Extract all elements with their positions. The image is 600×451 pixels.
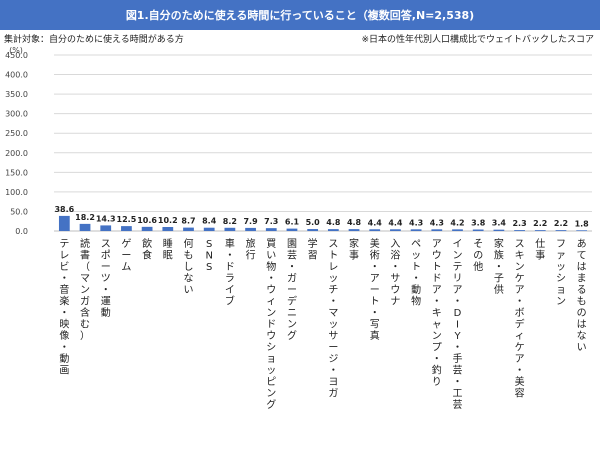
x-category-label: 買い物・ウィンドウショッピング xyxy=(266,238,276,411)
x-category-label: その他 xyxy=(473,238,483,273)
data-label: 18.2 xyxy=(75,213,95,222)
data-label: 6.1 xyxy=(285,218,300,227)
x-category-label: あてはまるものはない xyxy=(577,238,587,354)
data-label: 4.4 xyxy=(368,218,383,227)
bar xyxy=(348,229,360,231)
bar xyxy=(576,230,588,231)
x-category-label: テレビ・音楽・映像・動画 xyxy=(59,239,69,377)
bar xyxy=(162,227,174,231)
x-category-label: 入浴・サウナ xyxy=(390,239,400,308)
x-category-label: インテリア・ D I Y ・手芸・工芸 xyxy=(453,239,463,411)
y-tick-label: 350.0 xyxy=(5,90,28,99)
data-label: 1.8 xyxy=(575,219,590,228)
bar xyxy=(141,226,153,231)
y-axis-unit: (%) xyxy=(9,46,23,55)
y-tick-label: 150.0 xyxy=(5,168,28,177)
y-tick-label: 450.0 xyxy=(5,51,28,60)
x-category-label: 家事 xyxy=(349,237,359,262)
bar xyxy=(307,229,319,231)
data-label: 7.3 xyxy=(264,217,278,226)
x-category-label: 読書（マンガ含む） xyxy=(80,237,90,342)
data-label: 3.8 xyxy=(471,219,486,228)
bar xyxy=(286,228,298,231)
bar xyxy=(390,229,401,231)
bar xyxy=(410,229,422,231)
data-label: 4.3 xyxy=(409,218,423,227)
bar xyxy=(121,226,132,231)
y-tick-label: 300.0 xyxy=(5,110,28,119)
bar xyxy=(514,230,525,231)
x-category-label: 仕事 xyxy=(535,237,545,262)
data-label: 3.4 xyxy=(492,219,507,228)
x-category-label: 何もしない xyxy=(184,237,194,296)
x-category-label: 車・ドライブ xyxy=(225,237,235,308)
x-category-label: ゲーム xyxy=(121,238,131,273)
weight-note: ※日本の性年代別人口構成比でウェイトバックしたスコア xyxy=(361,35,594,45)
y-tick-label: 50.0 xyxy=(10,207,28,216)
y-tick-label: 200.0 xyxy=(5,149,28,158)
bar xyxy=(369,229,381,231)
chart-title: 図1.自分のために使える時間に行っていること（複数回答,N=2,538) xyxy=(0,0,600,30)
bar xyxy=(534,230,546,231)
data-label: 2.2 xyxy=(554,219,568,228)
bar xyxy=(183,227,194,231)
data-label: 4.4 xyxy=(388,218,403,227)
x-category-label: 睡眠 xyxy=(163,237,173,262)
y-tick-label: 100.0 xyxy=(5,188,28,197)
bar xyxy=(452,229,463,231)
data-label: 8.4 xyxy=(202,217,217,226)
x-category-label: 旅行 xyxy=(246,237,256,262)
x-category-label: ファッション xyxy=(556,239,566,308)
data-label: 12.5 xyxy=(117,215,137,224)
data-label: 8.7 xyxy=(181,217,195,226)
y-tick-label: 0.0 xyxy=(15,227,28,236)
x-category-label: スキンケア・ボディケア・美容 xyxy=(515,239,525,400)
data-label: 8.2 xyxy=(223,217,237,226)
bar xyxy=(79,223,91,231)
x-category-label: スポーツ・運動 xyxy=(101,239,111,319)
data-label: 4.8 xyxy=(347,218,362,227)
target-note: 集計対象：自分のために使える時間がある方 xyxy=(4,35,184,45)
data-label: 14.3 xyxy=(96,214,116,223)
bar xyxy=(472,229,484,231)
x-category-label: 飲食 xyxy=(142,237,152,262)
y-tick-label: 400.0 xyxy=(5,71,28,80)
x-category-label: ペット・動物 xyxy=(411,239,421,308)
bar xyxy=(493,229,505,231)
data-label: 5.0 xyxy=(306,218,321,227)
bar xyxy=(58,215,70,231)
bar xyxy=(224,227,236,231)
data-label: 4.8 xyxy=(326,218,341,227)
data-label: 2.2 xyxy=(533,219,547,228)
x-category-label: アウトドア・キャンプ・釣り xyxy=(432,239,442,388)
x-category-label: 園芸・ガーデニング xyxy=(287,238,297,342)
bar xyxy=(327,229,339,231)
data-label: 4.3 xyxy=(430,218,444,227)
data-label: 7.9 xyxy=(243,217,258,226)
x-category-label: 学習 xyxy=(308,237,318,262)
data-label: 2.3 xyxy=(512,219,526,228)
bar xyxy=(245,227,256,231)
data-label: 4.2 xyxy=(450,218,464,227)
bar xyxy=(265,228,277,231)
y-tick-label: 250.0 xyxy=(5,129,28,138)
bar xyxy=(431,229,443,231)
data-label: 10.6 xyxy=(137,216,157,225)
data-label: 10.2 xyxy=(158,216,178,225)
x-category-label: 美術・アート・写真 xyxy=(370,237,380,342)
x-category-label: 家族・子供 xyxy=(494,237,504,296)
data-label: 38.6 xyxy=(54,205,74,214)
bar xyxy=(555,230,567,231)
x-category-label: ストレッチ・マッサージ・ヨガ xyxy=(328,239,338,400)
bar xyxy=(100,225,112,231)
bar xyxy=(203,227,215,231)
